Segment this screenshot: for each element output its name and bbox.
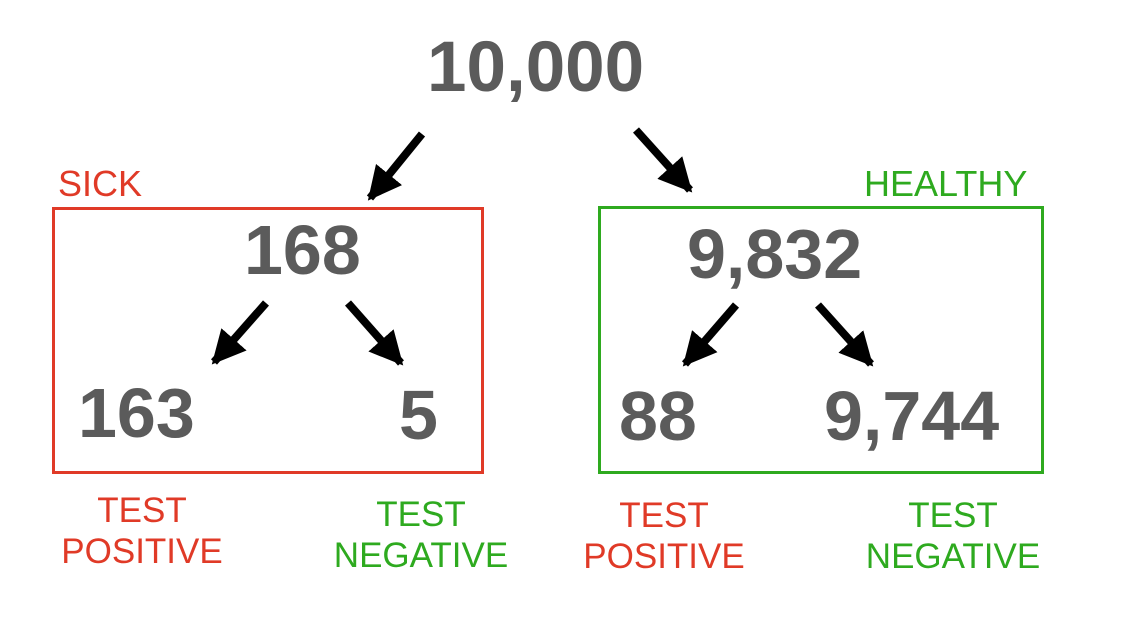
healthy-negative-line-test: TEST [908,496,998,535]
arrow-sick-to-positive [210,300,270,365]
healthy-test-negative-count: 9,744 [824,377,1000,455]
sick-negative-line-test: TEST [376,495,466,534]
sick-test-negative-count: 5 [399,376,438,454]
sick-positive-line-positive: POSITIVE [61,531,223,571]
root-total: 10,000 [427,28,645,107]
arrow-root-to-sick [366,131,426,201]
healthy-group-box [598,206,1044,474]
arrow-root-to-healthy [633,127,693,193]
sick-test-negative-label: TEST NEGATIVE [322,495,520,576]
healthy-positive-line-positive: POSITIVE [583,536,745,576]
healthy-test-negative-label: TEST NEGATIVE [854,496,1052,577]
arrow-healthy-to-negative [815,302,874,367]
healthy-test-positive-label: TEST POSITIVE [574,496,754,577]
healthy-test-positive-count: 88 [619,377,697,455]
sick-group-box [52,207,484,474]
healthy-negative-line-negative: NEGATIVE [865,536,1041,576]
sick-label: SICK [58,163,143,204]
sick-test-positive-label: TEST POSITIVE [52,491,232,572]
healthy-positive-line-test: TEST [619,496,709,535]
healthy-label: HEALTHY [864,163,1028,204]
sick-total: 168 [244,211,361,289]
sick-test-positive-count: 163 [78,374,195,452]
sick-negative-line-negative: NEGATIVE [333,535,509,575]
healthy-total: 9,832 [687,215,863,293]
arrow-sick-to-negative [345,300,404,366]
sick-positive-line-test: TEST [97,491,187,530]
arrow-healthy-to-positive [681,302,740,367]
